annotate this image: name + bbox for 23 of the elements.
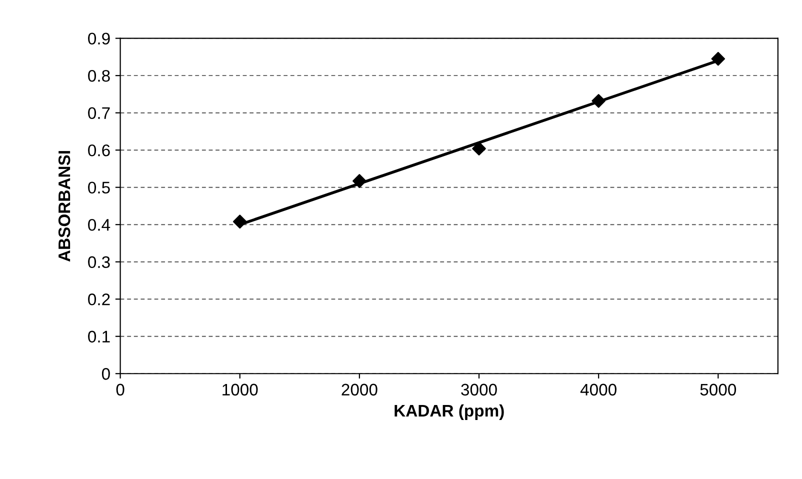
y-tick-label: 0.9 (88, 32, 110, 45)
point (472, 142, 486, 156)
y-tick-label: 0.2 (88, 294, 110, 306)
y-tick-label: 0.5 (88, 182, 110, 194)
y-axis-title: ABSORBANSI (58, 151, 70, 262)
x-tick-label: 0 (116, 384, 124, 396)
y-tick-label: 0.8 (88, 70, 110, 82)
y-tick-label: 0.4 (88, 219, 110, 231)
y-tick-label: 0.7 (88, 107, 110, 120)
x-tick-label: 4000 (580, 384, 616, 396)
x-axis-title: KADAR (ppm) (394, 404, 504, 420)
x-tick-label: 3000 (461, 384, 497, 396)
y-tick-label: 0.1 (88, 330, 110, 343)
x-tick-label: 1000 (222, 384, 258, 396)
y-tick-label: 0.3 (88, 256, 110, 268)
y-tick-label: 0 (102, 368, 110, 380)
x-tick-label: 5000 (700, 384, 736, 396)
x-tick-label: 2000 (342, 384, 378, 396)
y-tick-label: 0.6 (88, 144, 110, 156)
point (592, 94, 606, 108)
point (232, 214, 247, 229)
point (352, 174, 366, 188)
point (711, 52, 726, 66)
